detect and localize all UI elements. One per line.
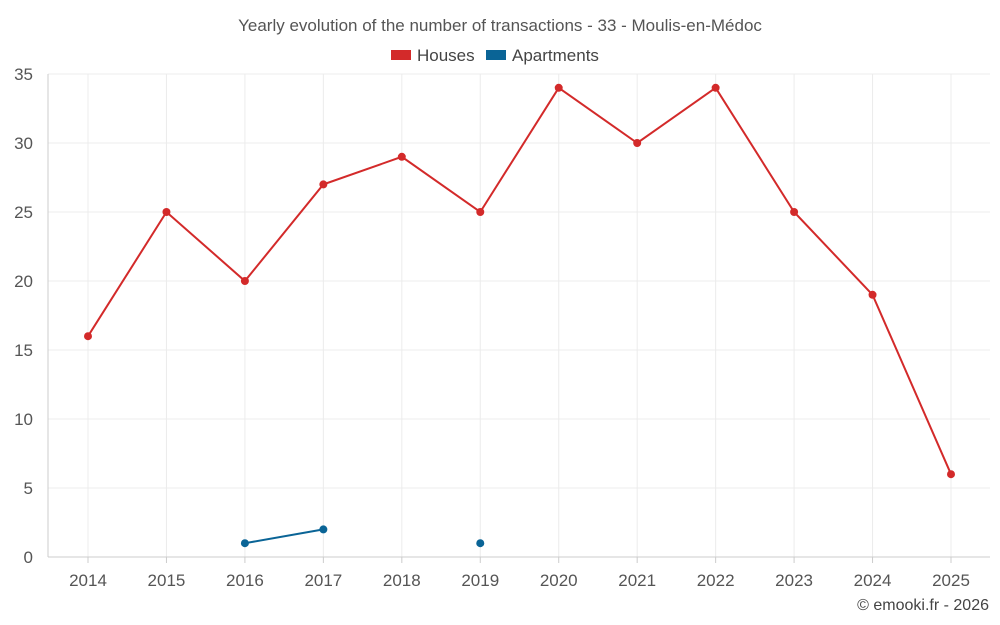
series-layer	[84, 83, 955, 548]
point-apartments-2017[interactable]	[319, 525, 328, 534]
legend: Houses Apartments	[391, 46, 599, 65]
grid	[47, 73, 990, 558]
series-apartments	[240, 525, 485, 548]
point-houses-2020[interactable]	[554, 83, 563, 92]
legend-swatch-apartments	[486, 50, 506, 60]
point-houses-2022[interactable]	[711, 83, 720, 92]
point-houses-2018[interactable]	[397, 152, 406, 161]
series-line-apartments	[244, 528, 324, 545]
y-tick-label: 25	[14, 203, 33, 222]
y-tick-label: 20	[14, 272, 33, 291]
point-houses-2015[interactable]	[162, 208, 171, 216]
chart-title: Yearly evolution of the number of transa…	[238, 16, 762, 35]
point-houses-2025[interactable]	[947, 470, 955, 479]
x-tick-label: 2024	[854, 571, 892, 590]
x-axis: 2014 2015 2016 2017 2018 2019 2020 2021 2022 2023…	[69, 557, 970, 590]
legend-swatch-houses	[391, 50, 411, 60]
x-tick-label: 2017	[304, 571, 342, 590]
point-houses-2023[interactable]	[790, 208, 799, 216]
x-tick-label: 2018	[383, 571, 421, 590]
y-tick-label: 35	[14, 65, 33, 84]
x-tick-label: 2020	[540, 571, 578, 590]
x-tick-label: 2021	[618, 571, 656, 590]
point-apartments-2016[interactable]	[240, 539, 249, 548]
y-tick-label: 10	[14, 410, 33, 429]
series-houses	[84, 83, 955, 479]
legend-label-apartments[interactable]: Apartments	[512, 46, 599, 65]
y-tick-label: 0	[24, 548, 33, 567]
point-houses-2021[interactable]	[633, 139, 642, 147]
legend-label-houses[interactable]: Houses	[417, 46, 475, 65]
y-tick-label: 15	[14, 341, 33, 360]
x-tick-label: 2016	[226, 571, 264, 590]
x-tick-label: 2015	[148, 571, 186, 590]
point-apartments-2019[interactable]	[476, 539, 485, 548]
y-tick-label: 5	[24, 479, 33, 498]
point-houses-2016[interactable]	[240, 277, 249, 285]
x-tick-label: 2014	[69, 571, 107, 590]
point-houses-2017[interactable]	[319, 180, 328, 189]
point-houses-2024[interactable]	[868, 290, 877, 299]
x-tick-label: 2025	[932, 571, 970, 590]
point-houses-2019[interactable]	[476, 208, 485, 216]
series-line-houses	[87, 86, 952, 475]
x-tick-label: 2022	[697, 571, 735, 590]
x-tick-label: 2023	[775, 571, 813, 590]
x-tick-label: 2019	[461, 571, 499, 590]
y-axis: 0 5 10 15 20 25 30 35	[14, 65, 33, 567]
point-houses-2014[interactable]	[84, 332, 92, 341]
credit-text: © emooki.fr - 2026	[857, 597, 989, 614]
y-tick-label: 30	[14, 134, 33, 153]
